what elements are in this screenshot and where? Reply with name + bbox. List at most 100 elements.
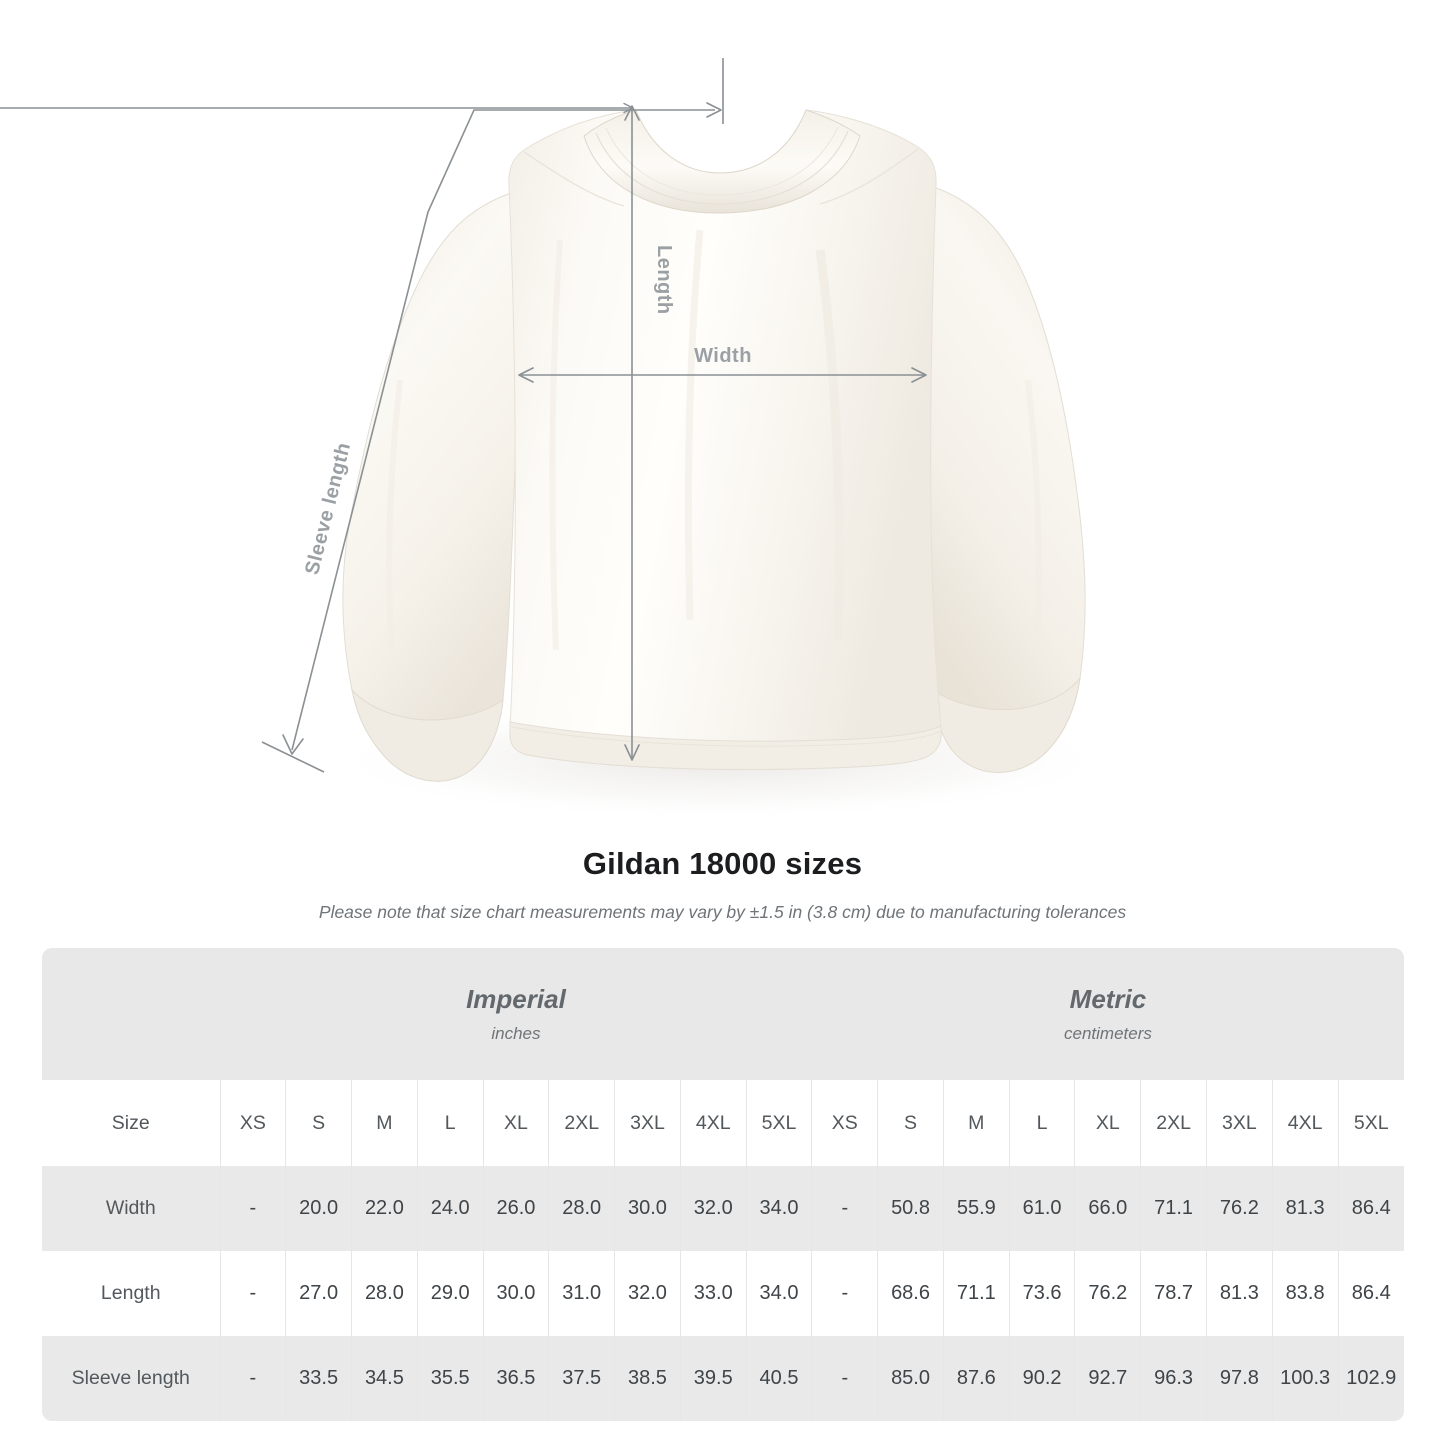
table-cell: - bbox=[219, 1336, 286, 1421]
table-cell: 28.0 bbox=[351, 1251, 418, 1336]
column-header-size-xl: XL bbox=[482, 1080, 549, 1166]
table-cell: 68.6 bbox=[877, 1251, 944, 1336]
left-cuff bbox=[351, 688, 504, 782]
unit-band-spacer bbox=[42, 948, 220, 1080]
left-shoulder-seam bbox=[523, 151, 625, 207]
sleeve-leader-arrow bbox=[706, 102, 722, 118]
fabric-fold bbox=[549, 239, 563, 651]
table-cell: 90.2 bbox=[1008, 1336, 1075, 1421]
size-chart-table-wrapper: Imperial inches Metric centimeters Size XS S M L… bbox=[42, 948, 1404, 1421]
unit-band-metric: Metric centimeters bbox=[811, 948, 1404, 1080]
fabric-fold bbox=[1025, 379, 1042, 651]
table-cell: 28.0 bbox=[548, 1166, 615, 1251]
table-cell: 100.3 bbox=[1271, 1336, 1339, 1421]
table-cell: 33.0 bbox=[679, 1251, 747, 1336]
row-label-sleeve-length: Sleeve length bbox=[42, 1336, 220, 1421]
column-header-size-3xl: 3XL bbox=[614, 1080, 681, 1166]
garment-illustration: Length Width Sleeve length bbox=[0, 58, 1120, 820]
hem-stitch bbox=[511, 726, 942, 747]
sleeve-leader-line bbox=[427, 109, 715, 213]
column-header-size-xl: XL bbox=[1074, 1080, 1141, 1166]
table-cell: 87.6 bbox=[942, 1336, 1010, 1421]
table-cell: 31.0 bbox=[548, 1251, 615, 1336]
fabric-fold bbox=[684, 229, 704, 621]
table-cell: 30.0 bbox=[482, 1251, 549, 1336]
column-header-size-l: L bbox=[416, 1080, 484, 1166]
table-cell: 50.8 bbox=[877, 1166, 944, 1251]
unit-band-row: Imperial inches Metric centimeters bbox=[42, 948, 1404, 1080]
column-header-size-5xl: 5XL bbox=[745, 1080, 812, 1166]
table-cell: 81.3 bbox=[1271, 1166, 1339, 1251]
row-label-length: Length bbox=[42, 1251, 220, 1336]
collar-inner-stitch bbox=[595, 130, 849, 205]
table-cell: 34.5 bbox=[351, 1336, 418, 1421]
table-cell: 33.5 bbox=[285, 1336, 352, 1421]
column-header-size-s: S bbox=[877, 1080, 944, 1166]
unit-subtitle: centimeters bbox=[1064, 1023, 1152, 1043]
table-cell: 96.3 bbox=[1140, 1336, 1207, 1421]
table-header-row: Size XS S M L XL 2XL 3XL 4XL 5XL XS S M L XL 2XL 3XL 4XL 5… bbox=[42, 1080, 1404, 1166]
sweatshirt-diagram: Length Width Sleeve length bbox=[0, 58, 1120, 820]
column-header-size-xs: XS bbox=[811, 1080, 878, 1166]
sleeve-end-tick bbox=[261, 741, 325, 773]
fabric-fold bbox=[386, 379, 403, 651]
table-cell: 66.0 bbox=[1074, 1166, 1141, 1251]
table-cell: 85.0 bbox=[877, 1336, 944, 1421]
table-cell: 55.9 bbox=[942, 1166, 1010, 1251]
table-cell: 37.5 bbox=[548, 1336, 615, 1421]
length-label: Length bbox=[653, 245, 675, 315]
column-header-size-4xl: 4XL bbox=[679, 1080, 747, 1166]
table-cell: 32.0 bbox=[679, 1166, 747, 1251]
table-cell: 92.7 bbox=[1074, 1336, 1141, 1421]
sleeve-length-line bbox=[291, 211, 429, 751]
width-label: Width bbox=[694, 345, 752, 367]
table-cell: 40.5 bbox=[745, 1336, 812, 1421]
column-header-size-4xl: 4XL bbox=[1271, 1080, 1339, 1166]
table-cell: 76.2 bbox=[1205, 1166, 1273, 1251]
table-cell: 20.0 bbox=[285, 1166, 352, 1251]
table-cell: 26.0 bbox=[482, 1166, 549, 1251]
width-arrow-right bbox=[911, 367, 927, 383]
table-cell: 32.0 bbox=[614, 1251, 681, 1336]
right-shoulder-seam bbox=[819, 148, 919, 205]
column-header-size-2xl: 2XL bbox=[548, 1080, 615, 1166]
collar bbox=[583, 109, 861, 214]
table-cell: 34.0 bbox=[745, 1166, 812, 1251]
table-cell: 39.5 bbox=[679, 1336, 747, 1421]
page-title: Gildan 18000 sizes bbox=[582, 846, 863, 881]
column-header-size-xs: XS bbox=[219, 1080, 286, 1166]
table-cell: 29.0 bbox=[416, 1251, 484, 1336]
table-row: Width -20.0 22.0 24.0 26.0 28.0 30.0 32.0 34.0-5… bbox=[42, 1166, 1404, 1251]
right-cuff bbox=[932, 676, 1081, 773]
length-arrow-down bbox=[624, 744, 640, 761]
table-cell: 86.4 bbox=[1337, 1251, 1404, 1336]
width-arrow-left bbox=[518, 367, 534, 383]
table-cell: 61.0 bbox=[1008, 1166, 1075, 1251]
table-cell: 102.9 bbox=[1337, 1336, 1404, 1421]
table-cell: 36.5 bbox=[482, 1336, 549, 1421]
column-header-size-3xl: 3XL bbox=[1205, 1080, 1273, 1166]
table-cell: 24.0 bbox=[416, 1166, 484, 1251]
table-cell: 81.3 bbox=[1205, 1251, 1273, 1336]
size-chart-table: Imperial inches Metric centimeters Size XS S M L… bbox=[42, 948, 1404, 1421]
row-label-width: Width bbox=[42, 1166, 220, 1251]
tolerance-note: Please note that size chart measurements… bbox=[318, 901, 1127, 922]
column-header-size-m: M bbox=[942, 1080, 1010, 1166]
table-cell: 83.8 bbox=[1271, 1251, 1339, 1336]
sleeve-arrow-down bbox=[282, 734, 304, 755]
left-sleeve bbox=[342, 189, 521, 782]
unit-subtitle: inches bbox=[491, 1023, 541, 1043]
column-header-size-5xl: 5XL bbox=[1337, 1080, 1404, 1166]
table-cell: 22.0 bbox=[351, 1166, 418, 1251]
table-cell: - bbox=[219, 1166, 286, 1251]
title-block: Gildan 18000 sizes Please note that size… bbox=[0, 845, 1445, 924]
table-cell: 73.6 bbox=[1008, 1251, 1075, 1336]
column-header-size-s: S bbox=[285, 1080, 352, 1166]
right-sleeve bbox=[925, 184, 1086, 773]
table-cell: - bbox=[219, 1251, 286, 1336]
table-cell: 78.7 bbox=[1140, 1251, 1207, 1336]
table-cell: - bbox=[811, 1166, 878, 1251]
fabric-fold bbox=[815, 249, 844, 641]
column-header-size-m: M bbox=[351, 1080, 418, 1166]
table-cell: 35.5 bbox=[416, 1336, 484, 1421]
